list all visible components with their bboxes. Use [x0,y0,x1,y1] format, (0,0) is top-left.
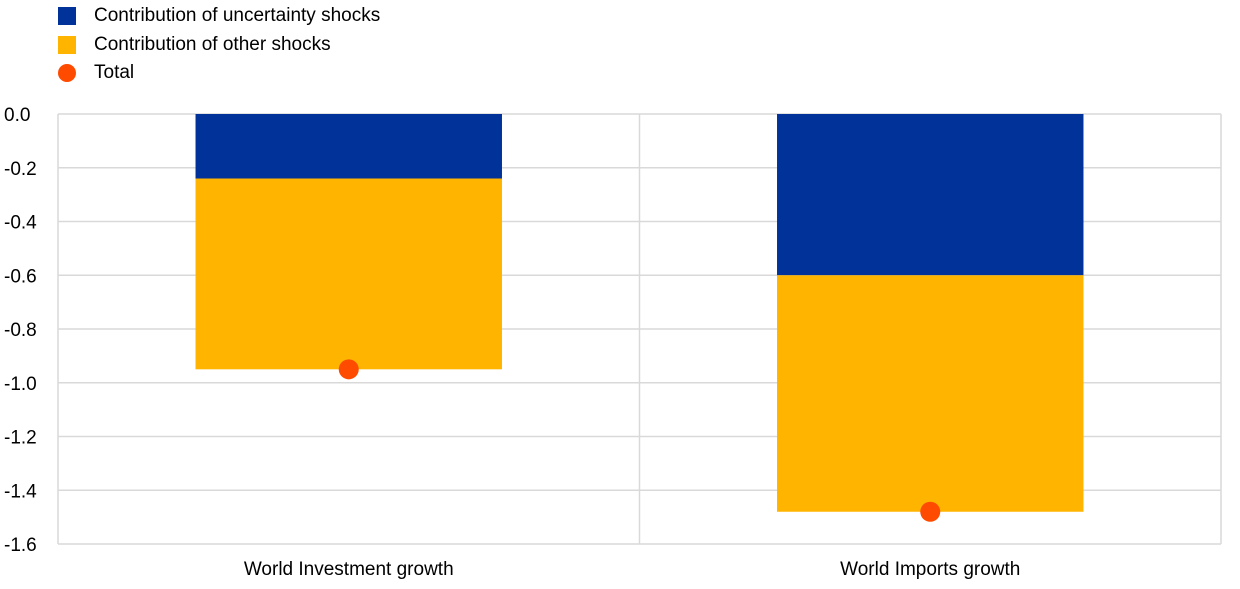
legend-swatch-total [58,64,76,83]
legend-item-uncertainty: Contribution of uncertainty shocks [58,2,380,31]
x-category-label: World Imports growth [840,559,1020,580]
legend-swatch-other [58,35,76,54]
y-tick-label: -1.0 [4,374,37,395]
bar-other-0 [195,178,502,370]
legend-label-total: Total [94,62,135,84]
y-tick-label: -1.6 [4,535,37,556]
x-category-label: World Investment growth [244,559,454,580]
y-tick-label: -0.8 [4,320,37,341]
y-tick-label: -0.6 [4,266,37,287]
legend-label-uncertainty: Contribution of uncertainty shocks [94,5,381,27]
legend-item-other: Contribution of other shocks [58,31,380,60]
bar-uncertainty-1 [777,114,1084,276]
legend-swatch-uncertainty [58,7,76,26]
y-tick-label: -1.2 [4,428,37,449]
legend-label-other: Contribution of other shocks [94,33,331,55]
legend-item-total: Total [58,59,380,88]
total-marker-1 [920,501,941,522]
y-tick-label: -0.2 [4,159,37,180]
y-tick-label: -1.4 [4,481,37,502]
bar-other-1 [777,275,1084,512]
y-tick-label: 0.0 [4,105,30,126]
bar-uncertainty-0 [195,114,502,179]
chart-legend: Contribution of uncertainty shocks Contr… [58,2,380,88]
y-tick-label: -0.4 [4,213,37,234]
total-marker-0 [338,359,359,380]
